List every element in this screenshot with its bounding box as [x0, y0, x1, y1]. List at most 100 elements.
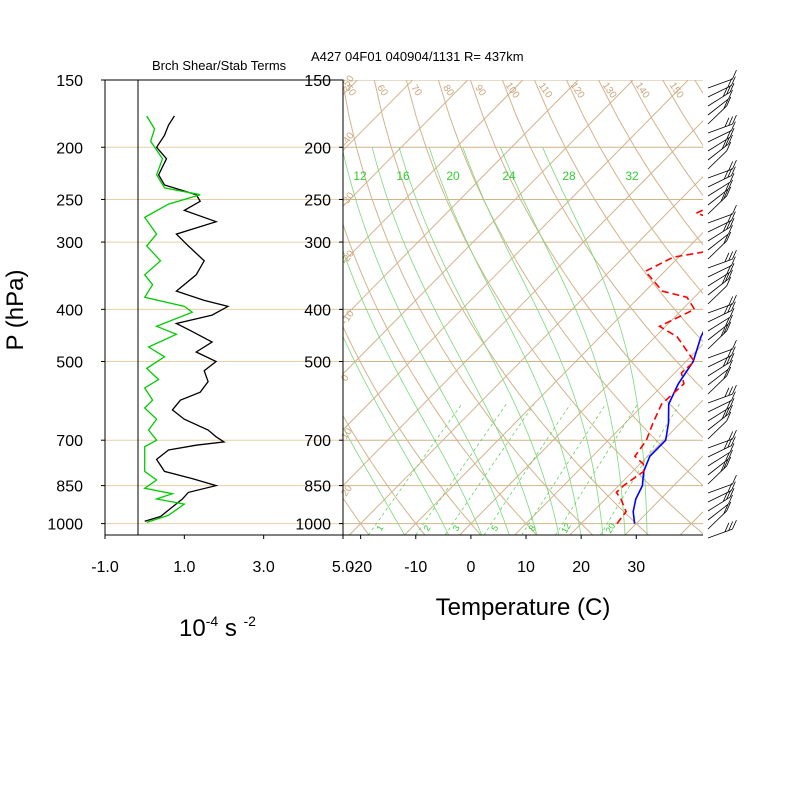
isotherm-30 — [624, 455, 703, 535]
wind-barb-shaft-26 — [707, 310, 732, 323]
wind-barb-feather-25-1 — [728, 296, 734, 306]
wind-barb-feather-33-0 — [728, 359, 733, 370]
wind-barb-feather-8-0 — [728, 134, 733, 145]
wind-barb-shaft-11 — [707, 175, 732, 188]
unit-mid: s — [218, 615, 243, 642]
wind-barb-45 — [707, 474, 737, 494]
wind-barb-shaft-42 — [707, 451, 731, 467]
wind-barb-shaft-47 — [707, 496, 731, 512]
wind-barb-shaft-5 — [707, 123, 733, 134]
wind-barb-7 — [707, 128, 735, 152]
wind-barb-shaft-50 — [707, 528, 733, 539]
mixing-ratio-line-20 — [600, 403, 680, 535]
left-xtick-label-1: 1.0 — [173, 559, 195, 576]
skewt-ytick-label-200: 200 — [304, 140, 331, 157]
skewt-xtick-label-1: -10 — [404, 559, 427, 576]
wind-barb-shaft-15 — [707, 213, 733, 224]
wind-barb-26 — [707, 301, 736, 323]
mixing-ratio-bottom-label-1: 2 — [421, 523, 432, 532]
moist-adiabat-4 — [371, 147, 538, 535]
mixing-ratio-line-12 — [555, 403, 638, 535]
wind-barb-feather-11-1 — [727, 168, 733, 178]
skewt-ytick-label-300: 300 — [304, 235, 331, 252]
wind-barb-8 — [707, 134, 733, 161]
isotherm-10 — [514, 343, 703, 535]
wind-barb-feather-50-2 — [724, 522, 730, 533]
left-ytick-label-500: 500 — [56, 355, 83, 372]
wind-barb-shaft-31 — [707, 355, 732, 368]
wind-barb-feather-32-0 — [729, 353, 735, 363]
skewt-plot-area — [343, 80, 703, 535]
isotherm-label-5: 0 — [339, 372, 351, 383]
left-panel-x-ticks: -1.0 1.0 3.0 5.0 — [91, 535, 354, 576]
wind-barb-feather-21-0 — [731, 256, 736, 266]
wind-barb-feather-32-1 — [726, 355, 732, 365]
wind-barb-feather-14-0 — [726, 186, 732, 197]
mixing-ratio-line-1 — [368, 403, 463, 535]
mixing-ratio-bottom-label-4: 8 — [527, 523, 538, 532]
moist-adiabat-top-label-3: 24 — [502, 169, 516, 183]
left-panel: 150 200 250 300 400 500 700 850 1000 -1.0 1.0 3.0 5… — [47, 73, 354, 576]
isotherm-label-6: 10 — [339, 426, 355, 442]
wind-barb-shaft-37 — [707, 406, 731, 422]
wind-barb-shaft-6 — [707, 130, 732, 143]
wind-barb-34 — [707, 366, 732, 395]
left-panel-title: Brch Shear/Stab Terms — [152, 58, 287, 73]
moist-adiabat-top-label-4: 28 — [562, 169, 576, 183]
wind-barb-feather-29-1 — [723, 324, 729, 334]
wind-barb-feather-31-0 — [731, 346, 736, 356]
wind-barb-feather-11-0 — [731, 166, 736, 176]
wind-barb-shaft-21 — [707, 265, 732, 278]
wind-barb-9 — [707, 141, 732, 170]
wind-barb-feather-17-0 — [729, 218, 735, 228]
wind-barb-2 — [707, 83, 735, 107]
wind-barb-47 — [707, 488, 735, 512]
wind-barb-shaft-36 — [707, 400, 732, 413]
wind-barb-feather-0-0 — [732, 69, 737, 80]
moist-adiabat-6 — [428, 147, 582, 535]
dry-adiabat-110 — [630, 80, 703, 197]
wind-barb-feather-30-0 — [732, 339, 737, 350]
wind-barb-shaft-35 — [707, 393, 733, 404]
wind-barb-shaft-30 — [707, 348, 733, 359]
wind-barb-feather-38-0 — [728, 404, 733, 415]
dry-adiabat-label-3: 80 — [440, 83, 456, 99]
wind-barb-feather-13-0 — [728, 179, 733, 190]
left-ytick-label-200: 200 — [56, 140, 83, 157]
wind-barb-feather-23-2 — [721, 274, 727, 285]
left-x-axis-label: 10-4 s -2 — [179, 613, 256, 642]
left-series-stability-line — [143, 115, 201, 524]
skewt-series — [615, 209, 703, 525]
wind-barb-feather-44-0 — [726, 456, 732, 467]
isotherm--50 — [343, 80, 634, 375]
wind-barb-30 — [707, 339, 737, 359]
wind-barb-feather-1-1 — [727, 78, 733, 88]
isotherm--10 — [404, 231, 703, 535]
skewt-ytick-label-500: 500 — [304, 355, 331, 372]
wind-barb-feather-10-0 — [732, 159, 737, 170]
wind-barb-shaft-29 — [707, 330, 727, 350]
mixing-ratio-bottom-label-0: 1 — [374, 523, 385, 532]
dry-adiabat--10 — [343, 414, 426, 535]
mixing-ratio-line-5 — [483, 403, 571, 535]
wind-barb-feather-10-1 — [728, 161, 734, 171]
wind-barb-feather-28-1 — [724, 317, 730, 327]
wind-barb-4 — [707, 96, 732, 125]
wind-barb-feather-6-0 — [731, 121, 736, 131]
wind-barb-49 — [707, 501, 732, 530]
skewt-y-ticks: 150 200 250 300 400 500 700 850 1000 — [295, 73, 343, 534]
skewt-ytick-label-400: 400 — [304, 302, 331, 319]
wind-barb-shaft-20 — [707, 258, 733, 269]
dry-adiabat-60 — [469, 80, 703, 439]
wind-barb-shaft-23 — [707, 278, 729, 296]
wind-barb-shaft-22 — [707, 271, 731, 287]
wind-barb-feather-29-2 — [720, 327, 726, 337]
wind-barb-feather-4-1 — [723, 99, 729, 109]
wind-barb-feather-38-2 — [721, 409, 727, 420]
isotherm-label-4: -10 — [339, 308, 357, 327]
wind-barb-feather-26-2 — [723, 304, 729, 315]
wind-barb-feather-23-1 — [724, 272, 730, 282]
wind-barb-feather-20-1 — [728, 251, 734, 261]
wind-barb-feather-40-1 — [728, 431, 734, 441]
left-ytick-label-700: 700 — [56, 433, 83, 450]
